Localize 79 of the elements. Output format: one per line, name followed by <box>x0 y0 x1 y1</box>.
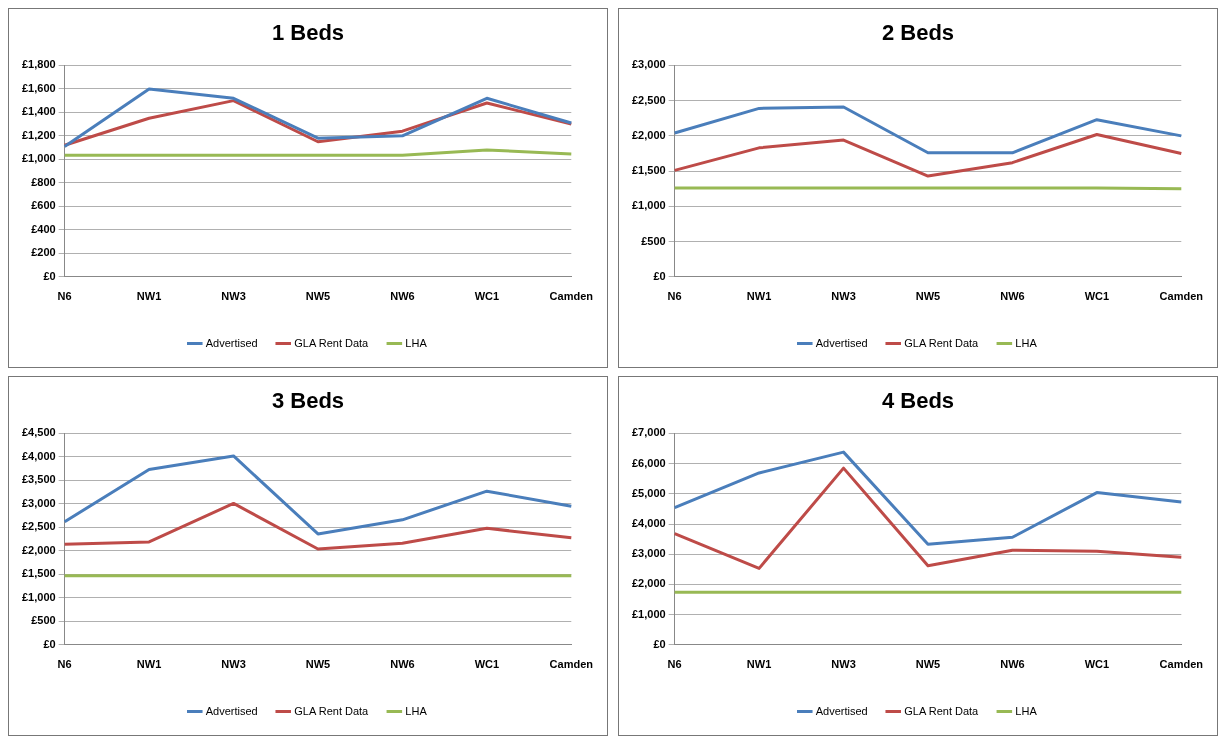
y-tick-label: £1,400 <box>21 105 56 118</box>
x-tick-label: Camden <box>1159 290 1204 303</box>
legend-label: Advertised <box>205 704 258 717</box>
y-tick-label: £6,000 <box>631 456 666 469</box>
chart-title: 4 Beds <box>881 388 955 414</box>
legend-label: LHA <box>1015 336 1038 349</box>
legend-label: LHA <box>405 704 428 717</box>
x-tick-label: WC1 <box>474 290 500 303</box>
x-tick-label: WC1 <box>474 658 500 671</box>
y-tick-label: £2,000 <box>21 543 56 556</box>
y-tick-label: £1,000 <box>21 152 56 165</box>
y-tick-label: £200 <box>31 246 56 259</box>
y-tick-label: £1,000 <box>631 607 666 620</box>
legend-label: Advertised <box>815 336 868 349</box>
y-tick-label: £4,000 <box>631 517 666 530</box>
x-tick-label: NW1 <box>136 658 162 671</box>
legend-label: GLA Rent Data <box>294 704 370 717</box>
y-tick-label: £0 <box>43 637 56 650</box>
y-tick-label: £1,000 <box>631 199 666 212</box>
y-tick-label: £3,500 <box>21 473 56 486</box>
x-tick-label: NW5 <box>305 658 331 671</box>
y-tick-label: £3,000 <box>631 547 666 560</box>
y-tick-label: £800 <box>31 175 56 188</box>
y-tick-label: £7,000 <box>631 426 666 439</box>
y-tick-label: £2,000 <box>631 128 666 141</box>
y-tick-label: £4,000 <box>21 449 56 462</box>
x-tick-label: NW6 <box>1000 290 1025 303</box>
x-tick-label: Camden <box>1159 658 1204 671</box>
x-tick-label: NW1 <box>136 290 162 303</box>
y-tick-label: £0 <box>653 269 666 282</box>
chart-title: 1 Beds <box>271 20 345 46</box>
y-tick-label: £2,500 <box>21 520 56 533</box>
legend-label: Advertised <box>205 336 258 349</box>
legend-label: LHA <box>1015 704 1038 717</box>
y-tick-label: £2,500 <box>631 93 666 106</box>
x-tick-label: N6 <box>57 658 72 671</box>
x-tick-label: NW6 <box>390 290 415 303</box>
y-tick-label: £1,200 <box>21 128 56 141</box>
legend-label: GLA Rent Data <box>294 336 370 349</box>
legend-label: Advertised <box>815 704 868 717</box>
x-tick-label: N6 <box>57 290 72 303</box>
y-tick-label: £1,600 <box>21 81 56 94</box>
x-tick-label: NW3 <box>831 290 856 303</box>
y-tick-label: £0 <box>43 269 56 282</box>
x-tick-label: NW5 <box>915 658 941 671</box>
y-tick-label: £600 <box>31 199 56 212</box>
chart-title: 2 Beds <box>881 20 955 46</box>
x-tick-label: NW6 <box>390 658 415 671</box>
x-tick-label: N6 <box>667 658 682 671</box>
x-tick-label: NW5 <box>305 290 331 303</box>
x-tick-label: WC1 <box>1084 658 1110 671</box>
x-tick-label: NW3 <box>831 658 856 671</box>
y-tick-label: £1,000 <box>21 590 56 603</box>
legend-label: GLA Rent Data <box>904 704 980 717</box>
x-tick-label: NW6 <box>1000 658 1025 671</box>
y-tick-label: £1,800 <box>21 58 56 71</box>
x-tick-label: Camden <box>549 658 594 671</box>
y-tick-label: £500 <box>31 614 56 627</box>
x-tick-label: NW1 <box>746 290 772 303</box>
x-tick-label: NW3 <box>221 658 246 671</box>
x-tick-label: NW5 <box>915 290 941 303</box>
y-tick-label: £5,000 <box>631 486 666 499</box>
y-tick-label: £3,000 <box>21 496 56 509</box>
legend-label: GLA Rent Data <box>904 336 980 349</box>
y-tick-label: £500 <box>641 234 666 247</box>
y-tick-label: £4,500 <box>21 426 56 439</box>
x-tick-label: NW3 <box>221 290 246 303</box>
y-tick-label: £400 <box>31 222 56 235</box>
x-tick-label: NW1 <box>746 658 772 671</box>
chart-title: 3 Beds <box>271 388 345 414</box>
y-tick-label: £3,000 <box>631 58 666 71</box>
x-tick-label: Camden <box>549 290 594 303</box>
y-tick-label: £0 <box>653 637 666 650</box>
legend-label: LHA <box>405 336 428 349</box>
x-tick-label: WC1 <box>1084 290 1110 303</box>
x-tick-label: N6 <box>667 290 682 303</box>
y-tick-label: £1,500 <box>21 567 56 580</box>
y-tick-label: £1,500 <box>631 164 666 177</box>
y-tick-label: £2,000 <box>631 577 666 590</box>
